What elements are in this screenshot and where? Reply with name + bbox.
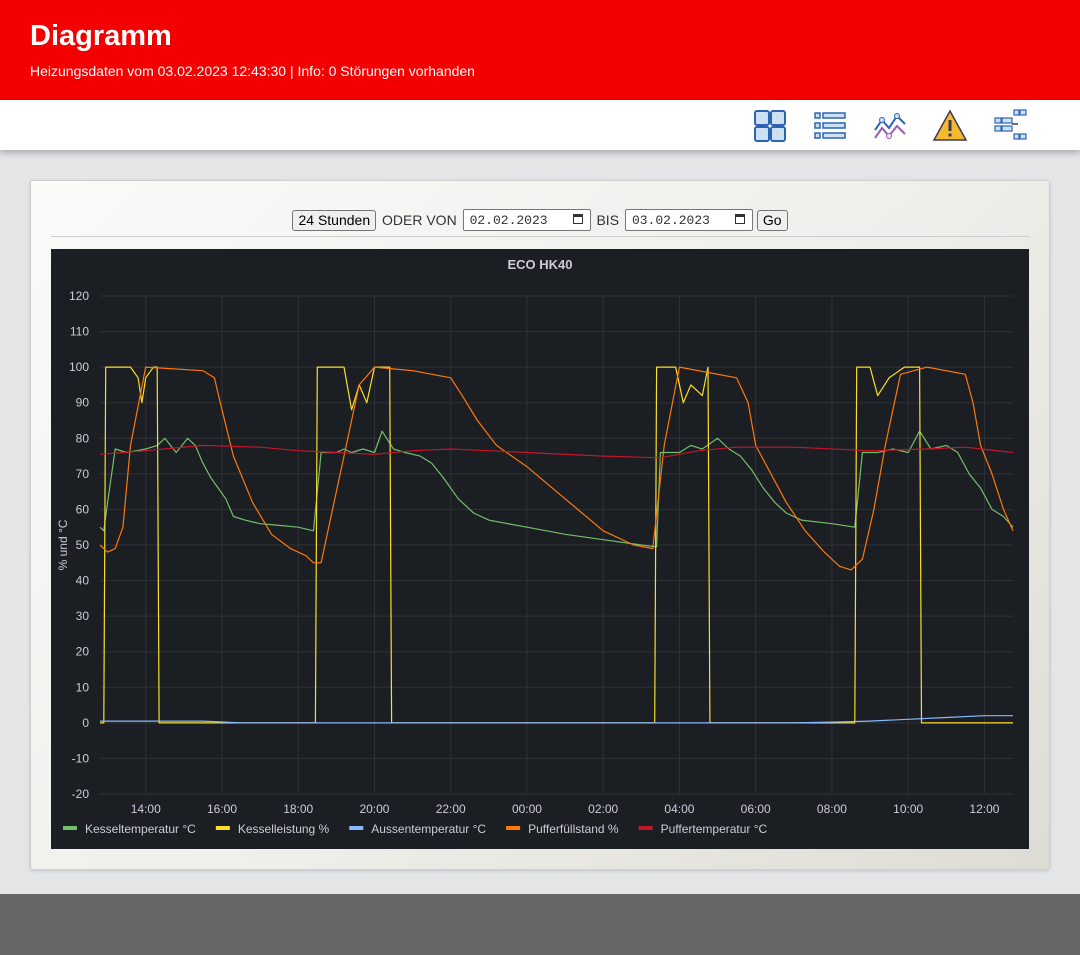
list-icon[interactable]: [812, 108, 848, 144]
page-subtitle: Heizungsdaten vom 03.02.2023 12:43:30 | …: [30, 63, 475, 79]
y-tick-label: 120: [69, 289, 89, 303]
page-header: Diagramm Heizungsdaten vom 03.02.2023 12…: [0, 0, 1080, 100]
warning-icon[interactable]: [932, 108, 968, 144]
legend-label: Pufferfüllstand %: [528, 822, 619, 836]
date-to-value: 03.02.2023: [631, 213, 710, 228]
legend-swatch: [638, 826, 653, 830]
date-to-input[interactable]: 03.02.2023: [624, 209, 753, 231]
x-tick-label: 10:00: [893, 802, 923, 816]
y-tick-label: 110: [70, 325, 89, 339]
y-tick-label: 60: [76, 502, 90, 516]
x-tick-label: 08:00: [817, 802, 847, 816]
x-tick-label: 04:00: [664, 802, 694, 816]
y-tick-label: 80: [76, 431, 90, 445]
y-tick-label: 20: [76, 645, 90, 659]
y-tick-label: -20: [72, 787, 90, 801]
legend-label: Aussentemperatur °C: [371, 822, 486, 836]
go-button[interactable]: Go: [756, 209, 788, 231]
x-tick-label: 20:00: [359, 802, 389, 816]
series-line: [99, 430, 1014, 548]
y-tick-label: 0: [82, 716, 89, 730]
x-tick-label: 06:00: [741, 802, 771, 816]
y-tick-label: 70: [76, 467, 90, 481]
settings-list-icon[interactable]: [992, 108, 1028, 144]
y-tick-label: 50: [76, 538, 90, 552]
series-line: [99, 366, 1014, 571]
legend-label: Puffertemperatur °C: [661, 822, 768, 836]
x-tick-label: 22:00: [436, 802, 466, 816]
date-from-input[interactable]: 02.02.2023: [462, 209, 591, 231]
series-line: [100, 715, 1013, 724]
x-tick-label: 16:00: [207, 802, 237, 816]
divider: [51, 236, 1029, 237]
series-line: [100, 366, 1013, 724]
x-tick-label: 00:00: [512, 802, 542, 816]
x-tick-label: 12:00: [969, 802, 999, 816]
y-tick-label: -10: [72, 751, 90, 765]
legend-label: Kesseltemperatur °C: [85, 822, 196, 836]
chart-line-icon[interactable]: [872, 108, 908, 144]
y-tick-label: 30: [76, 609, 90, 623]
x-tick-label: 02:00: [588, 802, 618, 816]
oder-von-label: ODER VON: [382, 212, 457, 228]
y-tick-label: 90: [76, 396, 90, 410]
y-tick-label: 40: [76, 574, 90, 588]
y-tick-label: 10: [76, 680, 90, 694]
legend-label: Kesselleistung %: [238, 822, 330, 836]
calendar-icon[interactable]: [572, 214, 583, 224]
series-line: [99, 444, 1014, 459]
legend-swatch: [506, 826, 521, 830]
x-tick-label: 14:00: [131, 802, 161, 816]
chart-container: ECO HK40 -20 -10 0 10 20 30 40 50 60 70 80 90 100 110 1…: [51, 249, 1029, 849]
toolbar: [0, 100, 1080, 150]
page-title: Diagramm: [30, 20, 172, 52]
line-chart: ECO HK40 -20 -10 0 10 20 30 40 50 60 70 80 90 100 110 1…: [56, 257, 1014, 836]
dashboard-grid-icon[interactable]: [752, 108, 788, 144]
page-footer: [0, 894, 1080, 955]
bis-label: BIS: [596, 212, 620, 228]
legend-swatch: [63, 826, 77, 830]
legend-swatch: [349, 826, 364, 830]
x-tick-label: 18:00: [283, 802, 313, 816]
date-from-value: 02.02.2023: [469, 213, 548, 228]
24-hours-button[interactable]: 24 Stunden: [292, 209, 377, 231]
chart-title: ECO HK40: [507, 257, 572, 272]
legend-swatch: [215, 826, 230, 830]
y-tick-label: 100: [69, 360, 89, 374]
calendar-icon[interactable]: [734, 214, 745, 224]
y-axis-label: % und °C: [56, 519, 70, 570]
date-controls: 24 Stunden ODER VON 02.02.2023 BIS 03.02…: [31, 209, 1049, 237]
